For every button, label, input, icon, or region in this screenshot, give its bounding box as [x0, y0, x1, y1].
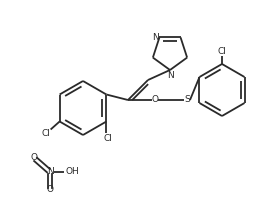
Text: O: O: [151, 96, 158, 104]
Text: OH: OH: [65, 167, 79, 176]
Text: Cl: Cl: [104, 134, 113, 143]
Text: S: S: [184, 96, 190, 104]
Text: N: N: [47, 167, 53, 176]
Text: N: N: [152, 33, 158, 42]
Text: Cl: Cl: [218, 46, 227, 56]
Text: O: O: [46, 186, 53, 195]
Text: N: N: [167, 71, 173, 80]
Text: Cl: Cl: [41, 129, 50, 138]
Text: O: O: [31, 153, 38, 163]
